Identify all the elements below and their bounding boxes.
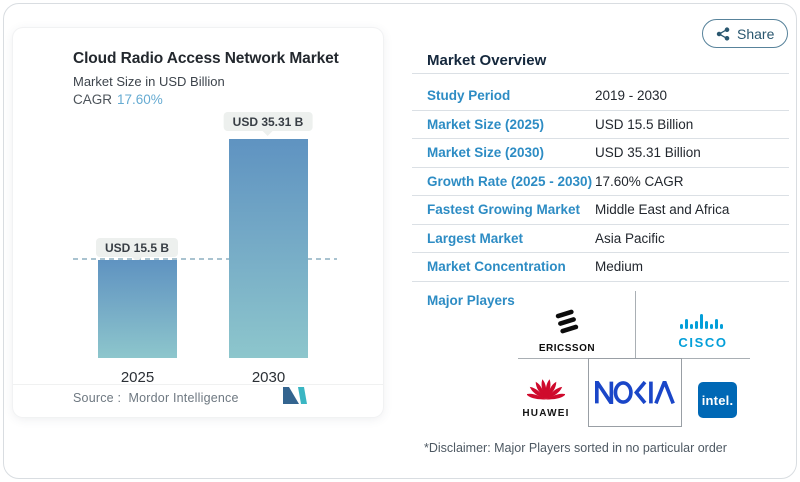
source-prefix: Source : bbox=[73, 391, 122, 405]
players-horizontal-divider-left bbox=[518, 358, 588, 359]
overview-header-divider bbox=[412, 73, 789, 74]
row-label: Market Size (2030) bbox=[427, 145, 545, 161]
nokia-logo bbox=[588, 358, 682, 427]
x-axis-label-2030: 2030 bbox=[251, 369, 286, 386]
source-name: Mordor Intelligence bbox=[128, 391, 239, 405]
row-value: 17.60% CAGR bbox=[595, 173, 684, 189]
x-axis-label-2025: 2025 bbox=[120, 369, 155, 386]
row-value: 2019 - 2030 bbox=[595, 88, 668, 104]
bar-value-label-2030: USD 35.31 B bbox=[223, 112, 313, 131]
row-value: Medium bbox=[595, 259, 644, 275]
bar-2030 bbox=[229, 139, 308, 358]
reference-dashed-line bbox=[73, 258, 337, 260]
cisco-bars-icon bbox=[680, 314, 723, 329]
share-nodes-icon bbox=[716, 26, 730, 41]
bar-2025 bbox=[98, 260, 177, 358]
row-label: Study Period bbox=[427, 88, 511, 104]
cisco-logo: CISCO bbox=[666, 313, 740, 350]
chart-title: Cloud Radio Access Network Market bbox=[73, 50, 339, 67]
table-row-growth-rate: Growth Rate (2025 - 2030) 17.60% CAGR bbox=[412, 168, 789, 196]
table-row-study-period: Study Period 2019 - 2030 bbox=[412, 82, 789, 111]
players-horizontal-divider-right bbox=[682, 358, 750, 359]
table-row-market-size-2025: Market Size (2025) USD 15.5 Billion bbox=[412, 111, 789, 139]
overview-table: Study Period 2019 - 2030 Market Size (20… bbox=[412, 82, 789, 282]
ericsson-wordmark: ERICSSON bbox=[538, 343, 596, 354]
players-disclaimer: *Disclaimer: Major Players sorted in no … bbox=[424, 441, 727, 455]
cagr-label: CAGR bbox=[73, 92, 113, 107]
bar-value-label-2025: USD 15.5 B bbox=[95, 238, 179, 257]
row-value: Asia Pacific bbox=[595, 230, 665, 246]
table-row-largest-market: Largest Market Asia Pacific bbox=[412, 225, 789, 253]
huawei-logo: HUAWEI bbox=[515, 374, 577, 419]
source-line: Source : Mordor Intelligence bbox=[73, 391, 239, 405]
row-label: Largest Market bbox=[427, 230, 524, 246]
ericsson-logo: ERICSSON bbox=[535, 308, 599, 354]
row-label: Growth Rate (2025 - 2030) bbox=[427, 173, 593, 189]
chart-card: Cloud Radio Access Network Market Market… bbox=[13, 28, 383, 417]
share-button-label: Share bbox=[737, 25, 775, 42]
row-value: USD 35.31 Billion bbox=[595, 145, 701, 161]
mordor-intelligence-logo-icon bbox=[283, 387, 307, 404]
table-row-market-size-2030: Market Size (2030) USD 35.31 Billion bbox=[412, 139, 789, 168]
huawei-flower-icon bbox=[526, 379, 566, 400]
chart-subtitle: Market Size in USD Billion bbox=[73, 74, 225, 89]
share-button[interactable]: Share bbox=[702, 19, 789, 48]
source-divider bbox=[13, 384, 383, 385]
row-label: Market Concentration bbox=[427, 259, 566, 275]
intel-logo: intel. bbox=[698, 382, 737, 418]
overview-title: Market Overview bbox=[427, 52, 547, 69]
cagr-value: 17.60% bbox=[117, 92, 163, 107]
players-vertical-divider bbox=[635, 291, 636, 358]
cisco-wordmark: CISCO bbox=[678, 335, 728, 350]
row-value: Middle East and Africa bbox=[595, 202, 730, 218]
table-row-market-concentration: Market Concentration Medium bbox=[412, 253, 789, 282]
huawei-wordmark: HUAWEI bbox=[522, 408, 570, 419]
intel-wordmark: intel. bbox=[701, 392, 734, 408]
ericsson-bars-icon bbox=[555, 309, 579, 334]
nokia-wordmark-icon bbox=[595, 381, 675, 404]
table-row-fastest-growing-market: Fastest Growing Market Middle East and A… bbox=[412, 196, 789, 225]
row-label: Fastest Growing Market bbox=[427, 202, 581, 218]
row-value: USD 15.5 Billion bbox=[595, 116, 694, 132]
cagr-line: CAGR 17.60% bbox=[73, 92, 163, 107]
major-players-label: Major Players bbox=[427, 293, 515, 308]
row-label: Market Size (2025) bbox=[427, 116, 545, 132]
